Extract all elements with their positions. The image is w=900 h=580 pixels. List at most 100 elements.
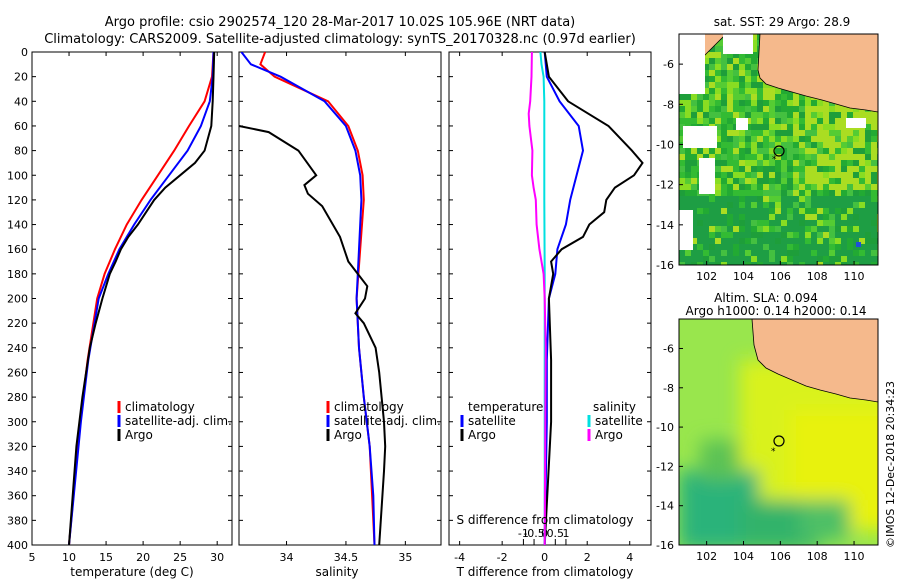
sst-cell [793,178,799,184]
sst-cell [859,196,865,202]
sst-cell [721,232,727,238]
sst-cell [685,196,691,202]
sst-cell [721,58,727,64]
sst-cell [727,94,733,100]
map-x-tick-label: 104 [733,550,754,563]
sst-cell [727,88,733,94]
sst-cell [799,256,805,262]
sst-cell [799,220,805,226]
map-y-tick-label: -6 [663,342,674,355]
sst-cell [757,232,763,238]
sst-cell [775,100,781,106]
sst-cell [703,148,709,154]
sst-cell [703,256,709,262]
sst-cell [721,238,727,244]
sst-cell [733,250,739,256]
sst-cell [769,256,775,262]
sst-cell [787,142,793,148]
sst-cell [871,256,877,262]
sst-cell [781,256,787,262]
sst-cell [751,160,757,166]
sst-cell [859,214,865,220]
depth-tick-label: 300 [7,416,28,429]
sst-cell [745,214,751,220]
sst-cell [817,256,823,262]
sst-cell [715,232,721,238]
sst-cell [739,106,745,112]
sst-cell [763,184,769,190]
sst-cell [817,166,823,172]
figure-title-line2: Climatology: CARS2009. Satellite-adjuste… [44,32,636,47]
sst-cell [715,58,721,64]
sst-cell [793,244,799,250]
sst-cell [703,232,709,238]
sst-cell [799,94,805,100]
sst-cell [817,118,823,124]
sst-cell [847,226,853,232]
sst-cell [859,190,865,196]
depth-tick-label: 400 [7,539,28,552]
sst-cell [715,178,721,184]
sst-cell [847,136,853,142]
sst-cell [805,190,811,196]
sst-cell [823,214,829,220]
sst-cell [679,94,685,100]
sst-cell [721,160,727,166]
sst-cell [745,70,751,76]
sst-cell [787,154,793,160]
sst-cell [865,250,871,256]
sst-cell [733,172,739,178]
sst-cell [745,82,751,88]
sst-cell [769,202,775,208]
sst-cell [739,100,745,106]
sst-cell [691,202,697,208]
sst-cell [805,142,811,148]
sst-cell [757,202,763,208]
sst-cell [805,178,811,184]
sst-cell [775,184,781,190]
sst-cell [865,196,871,202]
sst-cell [745,184,751,190]
sst-cell [745,172,751,178]
sst-cell [799,244,805,250]
sst-cell [721,250,727,256]
sst-cell [841,178,847,184]
difference-lines [527,52,644,545]
sst-cell [769,118,775,124]
depth-tick-label: 40 [14,95,28,108]
sst-cell [829,118,835,124]
sst-cell [739,52,745,58]
sst-cell [715,70,721,76]
sst-cell [685,100,691,106]
sst-cell [709,82,715,88]
sst-cell [781,130,787,136]
sst-cell [769,232,775,238]
sst-cell [751,58,757,64]
sst-cell [715,130,721,136]
sst-cell [769,130,775,136]
sst-cell [781,136,787,142]
s-diff-tick-label: 0.5 [547,527,565,540]
sst-cell [763,244,769,250]
sst-cell [871,220,877,226]
sla-map-title-line2: Argo h1000: 0.14 h2000: 0.14 [686,304,867,318]
sst-cell [853,184,859,190]
sst-cell [727,256,733,262]
sst-cell [763,220,769,226]
sst-cell [781,202,787,208]
sla-map-title-line1: Altim. SLA: 0.094 [714,291,818,305]
sst-cell [811,154,817,160]
sst-cell [685,262,691,265]
sst-cell [853,154,859,160]
sst-cell [775,124,781,130]
sst-cell [781,124,787,130]
map-y-tick-label: -8 [663,382,674,395]
sst-cell [745,100,751,106]
sst-cell [823,136,829,142]
sst-cell [679,250,685,256]
sst-cell [871,238,877,244]
depth-tick-label: 160 [7,243,28,256]
sst-cell [799,178,805,184]
sst-cell [823,118,829,124]
sst-cell [727,130,733,136]
